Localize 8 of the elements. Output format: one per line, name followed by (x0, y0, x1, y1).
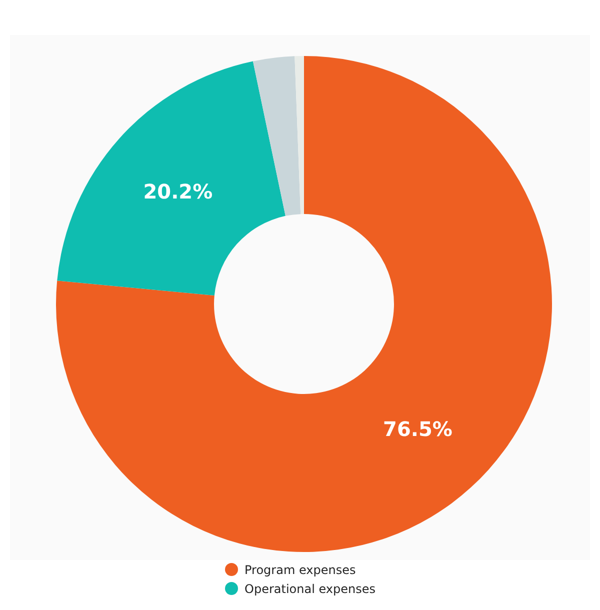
donut-slice (252, 56, 301, 216)
legend-label: Operational expenses (244, 582, 376, 596)
donut-slice (56, 56, 552, 552)
donut-slice (57, 61, 286, 296)
data-label: 76.5% (383, 417, 452, 441)
donut-slice (294, 56, 304, 214)
data-label: 20.2% (143, 179, 213, 204)
legend-label: Program expenses (244, 562, 356, 576)
